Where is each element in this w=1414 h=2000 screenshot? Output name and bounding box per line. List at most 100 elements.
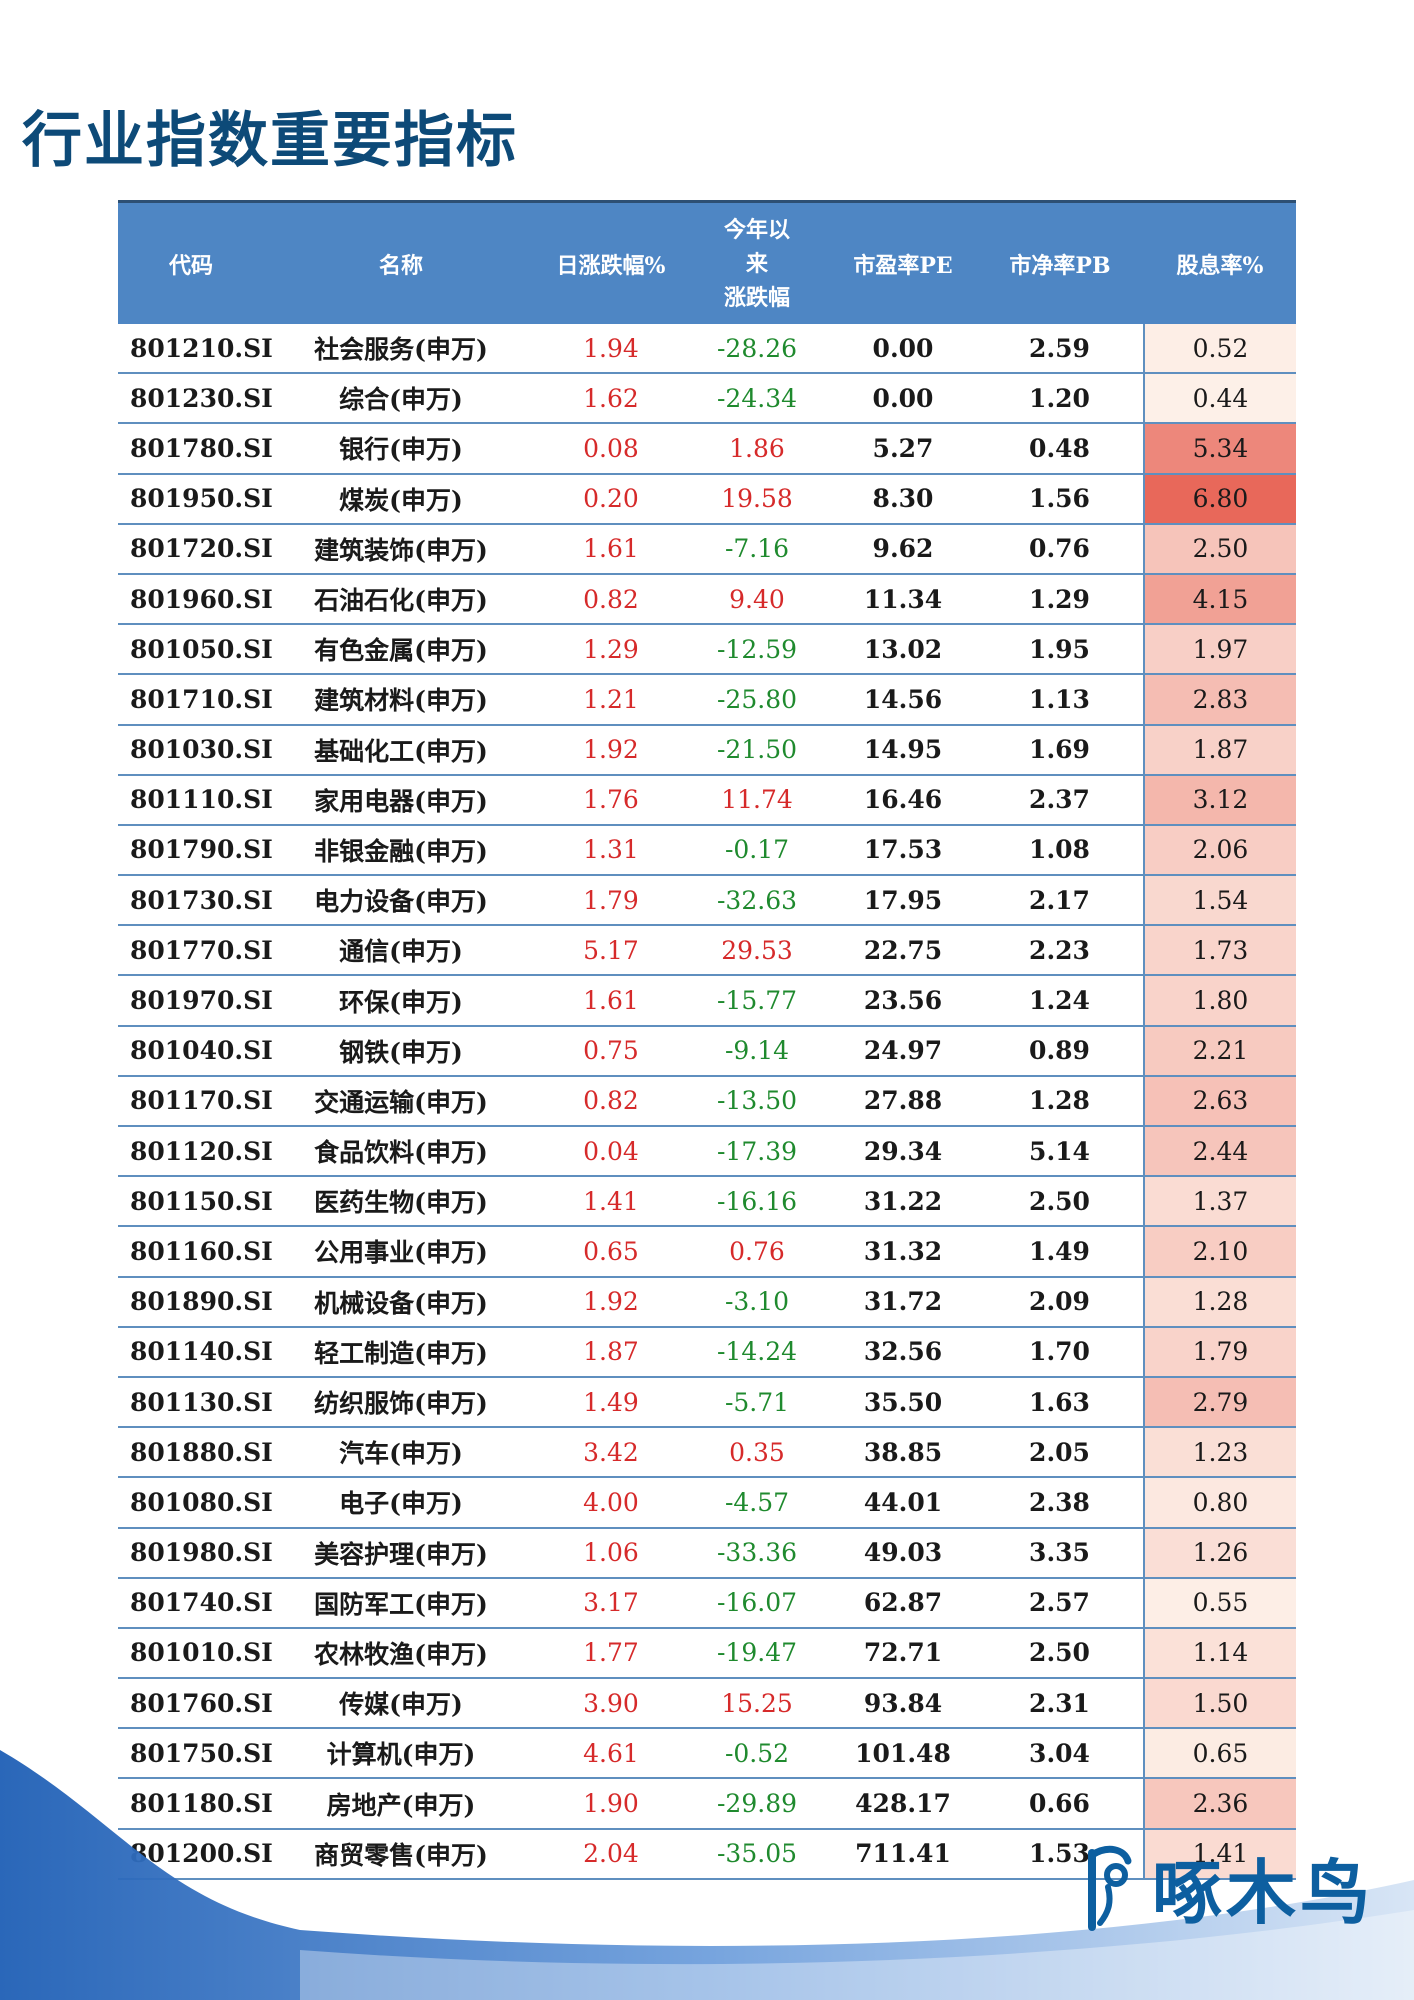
cell-dividend-yield: 2.06 bbox=[1143, 824, 1296, 877]
cell-daily-change: 0.20 bbox=[538, 473, 684, 525]
cell-pe: 93.84 bbox=[830, 1678, 976, 1730]
cell-code: 801080.SI bbox=[118, 1477, 273, 1529]
cell-daily-change: 1.61 bbox=[538, 975, 684, 1027]
header-code: 代码 bbox=[118, 200, 264, 324]
cell-name: 非银金融(申万) bbox=[264, 824, 538, 877]
cell-dividend-yield: 2.50 bbox=[1143, 523, 1296, 575]
cell-pe: 17.53 bbox=[830, 824, 976, 877]
cell-ytd-change: -7.16 bbox=[684, 523, 830, 575]
cell-ytd-change: -15.77 bbox=[684, 975, 830, 1027]
cell-pb: 2.50 bbox=[976, 1176, 1144, 1228]
cell-pe: 17.95 bbox=[830, 875, 976, 927]
cell-pe: 0.00 bbox=[830, 324, 976, 375]
cell-code: 801980.SI bbox=[118, 1527, 273, 1579]
cell-ytd-change: -21.50 bbox=[684, 724, 830, 776]
cell-pe: 24.97 bbox=[830, 1025, 976, 1077]
cell-dividend-yield: 1.87 bbox=[1143, 724, 1296, 776]
cell-pe: 11.34 bbox=[830, 573, 976, 626]
cell-name: 公用事业(申万) bbox=[264, 1226, 538, 1278]
cell-pe: 5.27 bbox=[830, 423, 976, 475]
cell-pe: 22.75 bbox=[830, 925, 976, 977]
table-row: 801110.SI 家用电器(申万) 1.76 11.74 16.46 2.37 3.12 bbox=[118, 774, 1296, 826]
cell-ytd-change: -4.57 bbox=[684, 1477, 830, 1529]
cell-daily-change: 5.17 bbox=[538, 925, 684, 977]
cell-ytd-change: 11.74 bbox=[684, 774, 830, 826]
cell-daily-change: 1.21 bbox=[538, 674, 684, 726]
cell-daily-change: 1.61 bbox=[538, 523, 684, 575]
cell-ytd-change: 19.58 bbox=[684, 473, 830, 525]
cell-code: 801890.SI bbox=[118, 1276, 273, 1328]
cell-pb: 2.38 bbox=[976, 1477, 1144, 1529]
header-ytd-line2: 来 bbox=[745, 250, 768, 277]
cell-pb: 0.76 bbox=[976, 523, 1144, 575]
header-ytd-change: 今年以 来 涨跌幅 bbox=[684, 200, 830, 324]
cell-code: 801130.SI bbox=[118, 1376, 273, 1429]
cell-name: 煤炭(申万) bbox=[264, 473, 538, 525]
table-row: 801730.SI 电力设备(申万) 1.79 -32.63 17.95 2.17 1.54 bbox=[118, 875, 1296, 927]
cell-pe: 44.01 bbox=[830, 1477, 976, 1529]
cell-pe: 16.46 bbox=[830, 774, 976, 826]
cell-ytd-change: -12.59 bbox=[684, 624, 830, 676]
cell-name: 钢铁(申万) bbox=[264, 1025, 538, 1077]
cell-ytd-change: -9.14 bbox=[684, 1025, 830, 1077]
cell-pb: 0.66 bbox=[976, 1778, 1144, 1830]
cell-ytd-change: -24.34 bbox=[684, 373, 830, 425]
cell-dividend-yield: 1.41 bbox=[1143, 1828, 1296, 1880]
cell-name: 电力设备(申万) bbox=[264, 875, 538, 927]
cell-pb: 1.95 bbox=[976, 624, 1144, 676]
cell-pe: 38.85 bbox=[830, 1427, 976, 1479]
table-row: 801010.SI 农林牧渔(申万) 1.77 -19.47 72.71 2.50 1.14 bbox=[118, 1627, 1296, 1680]
cell-pb: 1.08 bbox=[976, 824, 1144, 877]
cell-pb: 2.23 bbox=[976, 925, 1144, 977]
cell-daily-change: 0.08 bbox=[538, 423, 684, 475]
cell-dividend-yield: 3.12 bbox=[1143, 774, 1296, 826]
cell-name: 综合(申万) bbox=[264, 373, 538, 425]
cell-name: 房地产(申万) bbox=[264, 1778, 538, 1830]
cell-ytd-change: 0.76 bbox=[684, 1226, 830, 1278]
table-row: 801980.SI 美容护理(申万) 1.06 -33.36 49.03 3.35 1.26 bbox=[118, 1527, 1296, 1579]
table-row: 801140.SI 轻工制造(申万) 1.87 -14.24 32.56 1.70 1.79 bbox=[118, 1326, 1296, 1378]
cell-code: 801170.SI bbox=[118, 1075, 273, 1128]
cell-daily-change: 1.94 bbox=[538, 324, 684, 375]
table-row: 801720.SI 建筑装饰(申万) 1.61 -7.16 9.62 0.76 2.50 bbox=[118, 523, 1296, 575]
cell-code: 801880.SI bbox=[118, 1427, 273, 1479]
cell-daily-change: 3.90 bbox=[538, 1678, 684, 1730]
header-dividend-yield: 股息率% bbox=[1144, 200, 1296, 324]
cell-pb: 1.70 bbox=[976, 1326, 1144, 1378]
cell-pe: 0.00 bbox=[830, 373, 976, 425]
cell-dividend-yield: 1.28 bbox=[1143, 1276, 1296, 1328]
table-row: 801120.SI 食品饮料(申万) 0.04 -17.39 29.34 5.14 2.44 bbox=[118, 1126, 1296, 1178]
cell-ytd-change: -25.80 bbox=[684, 674, 830, 726]
table-row: 801760.SI 传媒(申万) 3.90 15.25 93.84 2.31 1.50 bbox=[118, 1678, 1296, 1730]
cell-dividend-yield: 2.83 bbox=[1143, 674, 1296, 726]
cell-code: 801050.SI bbox=[118, 624, 273, 676]
table-row: 801130.SI 纺织服饰(申万) 1.49 -5.71 35.50 1.63 2.79 bbox=[118, 1376, 1296, 1429]
header-ytd-line3: 涨跌幅 bbox=[723, 284, 790, 311]
woodpecker-logo-icon bbox=[1088, 1845, 1132, 1931]
cell-name: 美容护理(申万) bbox=[264, 1527, 538, 1579]
cell-name: 计算机(申万) bbox=[264, 1728, 538, 1780]
table-row: 801150.SI 医药生物(申万) 1.41 -16.16 31.22 2.50 1.37 bbox=[118, 1176, 1296, 1228]
cell-pb: 0.89 bbox=[976, 1025, 1144, 1077]
cell-ytd-change: -28.26 bbox=[684, 324, 830, 375]
cell-pb: 1.20 bbox=[976, 373, 1144, 425]
cell-name: 通信(申万) bbox=[264, 925, 538, 977]
cell-dividend-yield: 6.80 bbox=[1143, 473, 1296, 525]
cell-code: 801760.SI bbox=[118, 1678, 273, 1730]
cell-pe: 23.56 bbox=[830, 975, 976, 1027]
cell-dividend-yield: 1.97 bbox=[1143, 624, 1296, 676]
cell-pe: 62.87 bbox=[830, 1577, 976, 1629]
cell-ytd-change: -16.07 bbox=[684, 1577, 830, 1629]
cell-dividend-yield: 2.21 bbox=[1143, 1025, 1296, 1077]
cell-name: 石油石化(申万) bbox=[264, 573, 538, 626]
cell-dividend-yield: 2.44 bbox=[1143, 1126, 1296, 1178]
cell-name: 食品饮料(申万) bbox=[264, 1126, 538, 1178]
cell-dividend-yield: 1.26 bbox=[1143, 1527, 1296, 1579]
cell-dividend-yield: 0.80 bbox=[1143, 1477, 1296, 1529]
table-row: 801210.SI 社会服务(申万) 1.94 -28.26 0.00 2.59 0.52 bbox=[118, 324, 1296, 375]
cell-ytd-change: -17.39 bbox=[684, 1126, 830, 1178]
cell-ytd-change: -29.89 bbox=[684, 1778, 830, 1830]
cell-pb: 2.09 bbox=[976, 1276, 1144, 1328]
cell-pb: 1.69 bbox=[976, 724, 1144, 776]
cell-dividend-yield: 0.55 bbox=[1143, 1577, 1296, 1629]
